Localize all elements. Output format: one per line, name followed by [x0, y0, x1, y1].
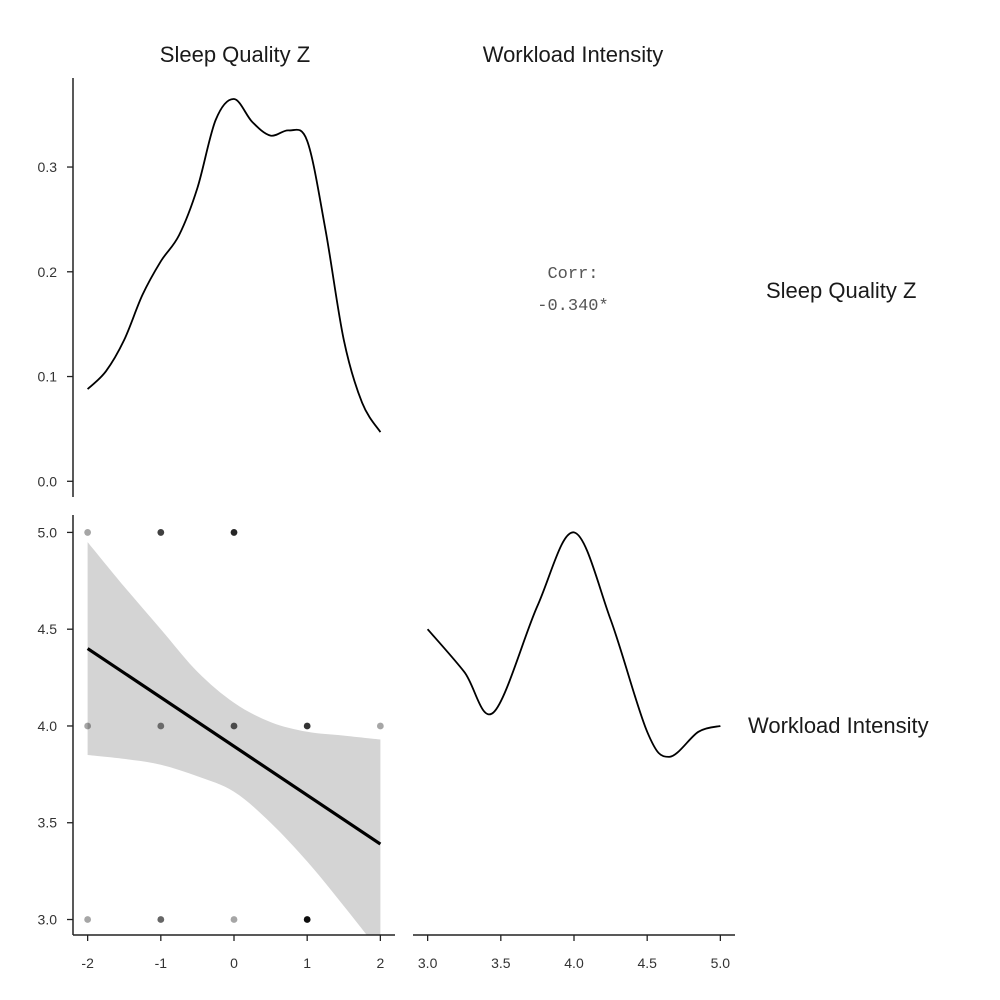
density-sleep-line — [86, 98, 382, 433]
scatter-point — [157, 529, 165, 536]
scatter-x-tick-label: -1 — [155, 955, 168, 971]
scatter-point — [303, 722, 311, 730]
workload-x-tick-label: 4.0 — [564, 955, 584, 971]
scatter-y-tick-label: 3.5 — [38, 815, 58, 831]
density-sleep-y-tick-label: 0.1 — [38, 369, 58, 385]
scatter-x-tick-label: -2 — [81, 955, 94, 971]
density-workload-line — [426, 531, 721, 758]
confidence-band — [87, 542, 381, 935]
scatter-y-tick-label: 4.5 — [38, 621, 58, 637]
scatter-point — [303, 916, 311, 923]
density-sleep-y-tick-label: 0.2 — [38, 264, 58, 280]
scatter-point — [230, 916, 238, 923]
column-strip-label-workload: Workload Intensity — [483, 42, 664, 67]
scatter-point — [157, 722, 165, 730]
row-strip-label-sleep: Sleep Quality Z — [766, 278, 916, 303]
scatter-y-tick-label: 5.0 — [38, 524, 58, 540]
scatter-y-tick-label: 3.0 — [38, 912, 58, 928]
workload-x-tick-label: 5.0 — [711, 955, 731, 971]
scatter-point — [157, 916, 165, 923]
workload-x-tick-label: 4.5 — [637, 955, 657, 971]
correlation-value: -0.340* — [537, 297, 608, 316]
density-panel-workload: 3.0 3.5 4.0 4.5 5.0 — [413, 531, 735, 971]
scatter-y-tick-label: 4.0 — [38, 718, 58, 734]
density-panel-sleep: 0.0 0.1 0.2 0.3 — [38, 78, 382, 497]
column-strip-label-sleep: Sleep Quality Z — [160, 42, 310, 67]
scatter-point — [230, 722, 238, 730]
density-sleep-y-tick-label: 0.0 — [38, 473, 58, 489]
scatter-x-tick-label: 1 — [303, 955, 311, 971]
scatter-point — [376, 722, 384, 730]
scatter-panel: 3.0 3.5 4.0 4.5 5.0 -2 -1 0 1 2 — [38, 515, 395, 971]
correlation-label: Corr: — [547, 265, 598, 284]
scatter-point — [84, 916, 92, 923]
row-strip-label-workload: Workload Intensity — [748, 713, 929, 738]
scatter-point — [84, 529, 92, 536]
scatter-x-tick-label: 0 — [230, 955, 238, 971]
workload-x-tick-label: 3.5 — [491, 955, 511, 971]
density-sleep-y-tick-label: 0.3 — [38, 159, 58, 175]
fit-line — [86, 647, 382, 846]
scatter-point — [230, 529, 238, 536]
scatter-x-tick-label: 2 — [376, 955, 384, 971]
scatter-point — [84, 722, 92, 730]
workload-x-tick-label: 3.0 — [418, 955, 438, 971]
